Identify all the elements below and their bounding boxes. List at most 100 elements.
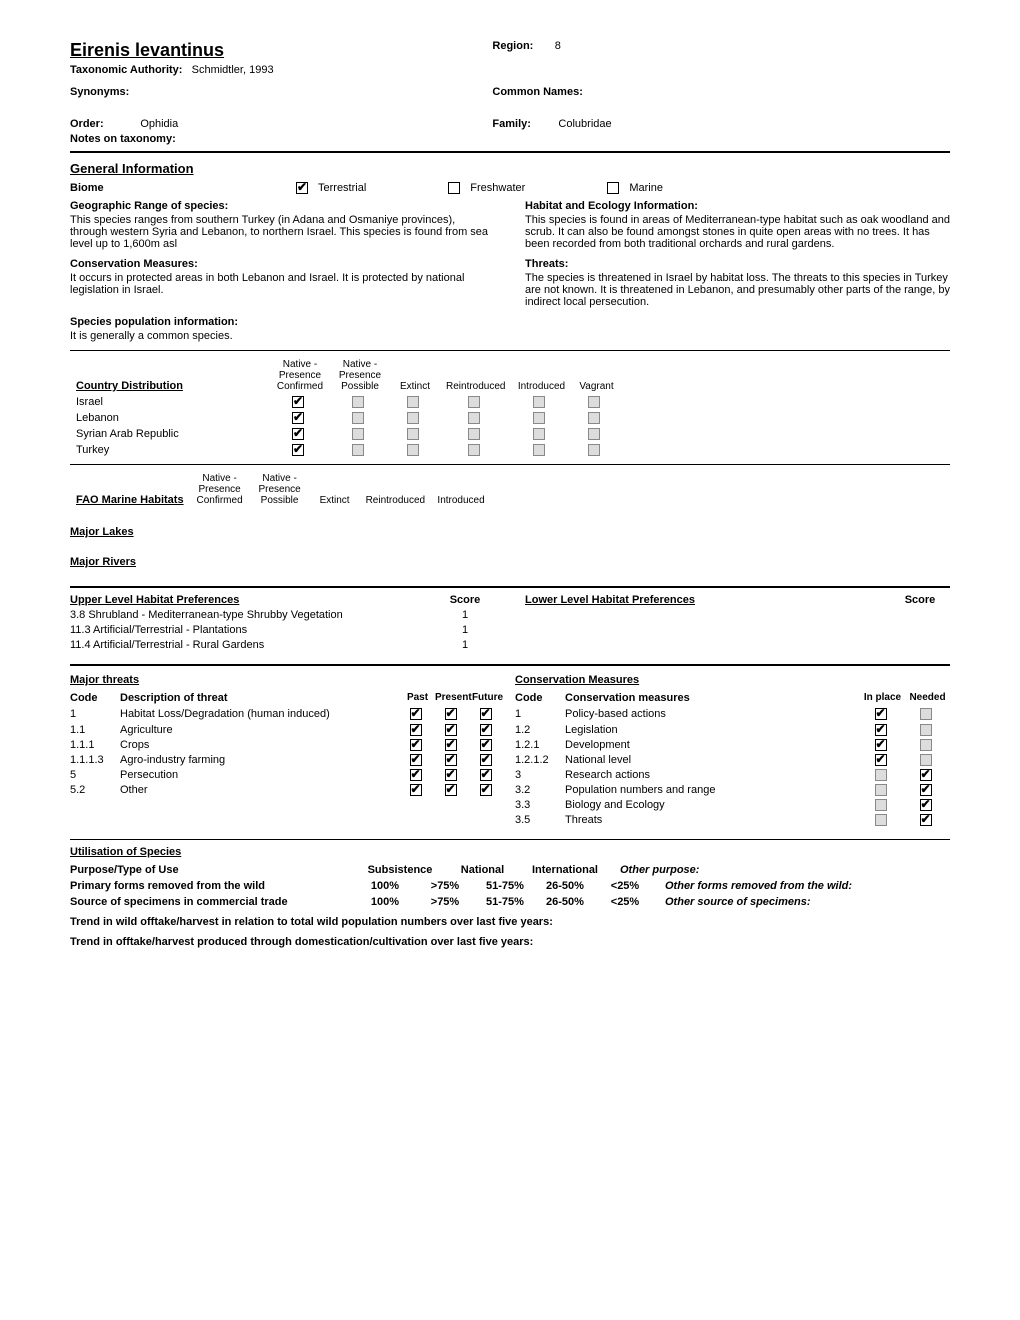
dist-checkbox[interactable] (588, 444, 600, 456)
divider (70, 151, 950, 153)
dist-checkbox[interactable] (407, 428, 419, 440)
threat-desc-header: Description of threat (120, 692, 400, 704)
dist-checkbox[interactable] (352, 396, 364, 408)
cons-checkbox[interactable] (920, 769, 932, 781)
cons-code: 3 (515, 769, 565, 781)
cons-checkbox[interactable] (875, 784, 887, 796)
dist-checkbox[interactable] (352, 428, 364, 440)
habitat-label: Habitat and Ecology Information: (525, 200, 950, 212)
tax-auth-label: Taxonomic Authority: (70, 64, 182, 76)
cons-checkbox[interactable] (920, 739, 932, 751)
geo-range-label: Geographic Range of species: (70, 200, 495, 212)
marine-checkbox[interactable] (607, 182, 619, 194)
divider (70, 664, 950, 666)
score-label: Score (435, 594, 495, 606)
dist-checkbox[interactable] (533, 444, 545, 456)
util-cell: >75% (415, 896, 475, 908)
util-cell: 51-75% (475, 896, 535, 908)
util-source-label: Source of specimens in commercial trade (70, 896, 355, 908)
country-dist-title: Country Distribution (76, 380, 183, 392)
threat-code-header: Code (70, 692, 120, 704)
dist-checkbox[interactable] (407, 444, 419, 456)
threat-checkbox[interactable] (480, 739, 492, 751)
cons-desc: Development (565, 739, 860, 751)
dist-checkbox[interactable] (588, 428, 600, 440)
threat-checkbox[interactable] (480, 708, 492, 720)
dist-checkbox[interactable] (468, 396, 480, 408)
cons-checkbox[interactable] (920, 724, 932, 736)
cons-checkbox[interactable] (920, 708, 932, 720)
lower-hab-title: Lower Level Habitat Preferences (525, 594, 695, 606)
dist-checkbox[interactable] (407, 412, 419, 424)
cons-desc: Legislation (565, 724, 860, 736)
threat-checkbox[interactable] (445, 724, 457, 736)
fao-header: Reintroduced (360, 471, 431, 508)
cons-checkbox[interactable] (920, 784, 932, 796)
util-other-header: Other purpose: (610, 864, 950, 876)
cons-checkbox[interactable] (920, 754, 932, 766)
threat-checkbox[interactable] (410, 724, 422, 736)
threat-code: 1.1.1 (70, 739, 120, 751)
threat-checkbox[interactable] (410, 754, 422, 766)
dist-checkbox[interactable] (292, 396, 304, 408)
dist-checkbox[interactable] (292, 428, 304, 440)
dist-checkbox[interactable] (468, 444, 480, 456)
cons-checkbox[interactable] (875, 769, 887, 781)
dist-checkbox[interactable] (533, 428, 545, 440)
threat-checkbox[interactable] (410, 769, 422, 781)
common-names-label: Common Names: (492, 86, 582, 98)
dist-checkbox[interactable] (588, 396, 600, 408)
dist-checkbox[interactable] (468, 412, 480, 424)
threat-checkbox[interactable] (480, 754, 492, 766)
dist-checkbox[interactable] (352, 412, 364, 424)
cons-checkbox[interactable] (875, 724, 887, 736)
cons-checkbox[interactable] (920, 814, 932, 826)
util-primary-label: Primary forms removed from the wild (70, 880, 355, 892)
habitat-text: This species is found in areas of Medite… (525, 214, 950, 250)
freshwater-checkbox[interactable] (448, 182, 460, 194)
threat-checkbox[interactable] (410, 784, 422, 796)
dist-header: Reintroduced (440, 357, 511, 394)
util-title: Utilisation of Species (70, 846, 950, 858)
threat-present-header: Present (435, 692, 470, 704)
threat-checkbox[interactable] (445, 739, 457, 751)
util-cell: <25% (595, 880, 655, 892)
dist-checkbox[interactable] (588, 412, 600, 424)
threat-desc: Other (120, 784, 400, 796)
threat-checkbox[interactable] (445, 708, 457, 720)
dist-header: Introduced (511, 357, 571, 394)
cons-desc-header: Conservation measures (565, 692, 860, 704)
dist-checkbox[interactable] (407, 396, 419, 408)
cons-code: 1.2.1.2 (515, 754, 565, 766)
terrestrial-checkbox[interactable] (296, 182, 308, 194)
threat-checkbox[interactable] (445, 784, 457, 796)
util-primary-other: Other forms removed from the wild: (655, 880, 950, 892)
cons-checkbox[interactable] (875, 708, 887, 720)
threat-checkbox[interactable] (410, 739, 422, 751)
country-name: Turkey (70, 442, 270, 458)
threat-checkbox[interactable] (445, 754, 457, 766)
cons-desc: Biology and Ecology (565, 799, 860, 811)
threat-checkbox[interactable] (410, 708, 422, 720)
notes-tax-label: Notes on taxonomy: (70, 133, 176, 145)
cons-checkbox[interactable] (875, 814, 887, 826)
threat-checkbox[interactable] (480, 769, 492, 781)
cons-checkbox[interactable] (920, 799, 932, 811)
cons-checkbox[interactable] (875, 754, 887, 766)
terrestrial-label: Terrestrial (318, 182, 366, 194)
threat-checkbox[interactable] (480, 784, 492, 796)
dist-checkbox[interactable] (468, 428, 480, 440)
country-name: Syrian Arab Republic (70, 426, 270, 442)
dist-checkbox[interactable] (292, 444, 304, 456)
threat-checkbox[interactable] (480, 724, 492, 736)
dist-checkbox[interactable] (352, 444, 364, 456)
cons-checkbox[interactable] (875, 799, 887, 811)
util-source-other: Other source of specimens: (655, 896, 950, 908)
cons-checkbox[interactable] (875, 739, 887, 751)
threat-checkbox[interactable] (445, 769, 457, 781)
hab-label: 11.3 Artificial/Terrestrial - Plantation… (70, 624, 435, 636)
dist-checkbox[interactable] (533, 396, 545, 408)
dist-checkbox[interactable] (533, 412, 545, 424)
dist-checkbox[interactable] (292, 412, 304, 424)
util-nat-header: National (445, 864, 520, 876)
